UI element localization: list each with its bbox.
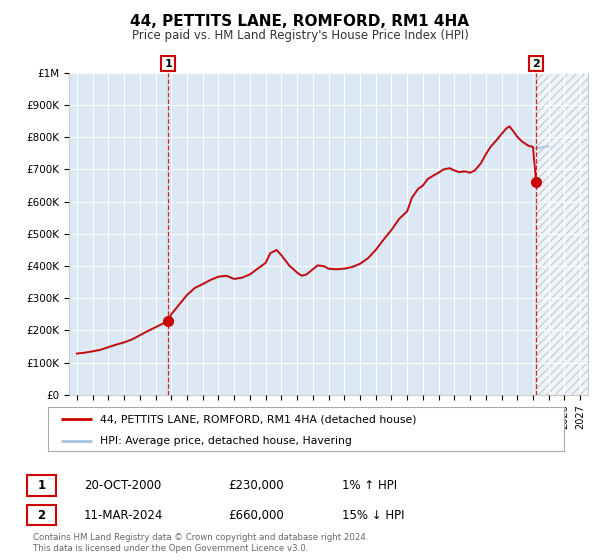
Text: 44, PETTITS LANE, ROMFORD, RM1 4HA (detached house): 44, PETTITS LANE, ROMFORD, RM1 4HA (deta…	[100, 414, 416, 424]
Text: 44, PETTITS LANE, ROMFORD, RM1 4HA: 44, PETTITS LANE, ROMFORD, RM1 4HA	[131, 14, 470, 29]
Text: 20-OCT-2000: 20-OCT-2000	[84, 479, 161, 492]
Text: Contains HM Land Registry data © Crown copyright and database right 2024.: Contains HM Land Registry data © Crown c…	[33, 533, 368, 542]
Text: £230,000: £230,000	[228, 479, 284, 492]
Bar	[536, 73, 588, 395]
Text: Price paid vs. HM Land Registry's House Price Index (HPI): Price paid vs. HM Land Registry's House …	[131, 29, 469, 42]
Text: 2: 2	[532, 59, 540, 69]
Text: 11-MAR-2024: 11-MAR-2024	[84, 508, 163, 522]
Text: 1: 1	[37, 479, 46, 492]
Text: 2: 2	[37, 508, 46, 522]
Text: HPI: Average price, detached house, Havering: HPI: Average price, detached house, Have…	[100, 436, 352, 446]
Text: £660,000: £660,000	[228, 508, 284, 522]
Text: 15% ↓ HPI: 15% ↓ HPI	[342, 508, 404, 522]
Text: This data is licensed under the Open Government Licence v3.0.: This data is licensed under the Open Gov…	[33, 544, 308, 553]
Text: 1: 1	[164, 59, 172, 69]
Text: 1% ↑ HPI: 1% ↑ HPI	[342, 479, 397, 492]
